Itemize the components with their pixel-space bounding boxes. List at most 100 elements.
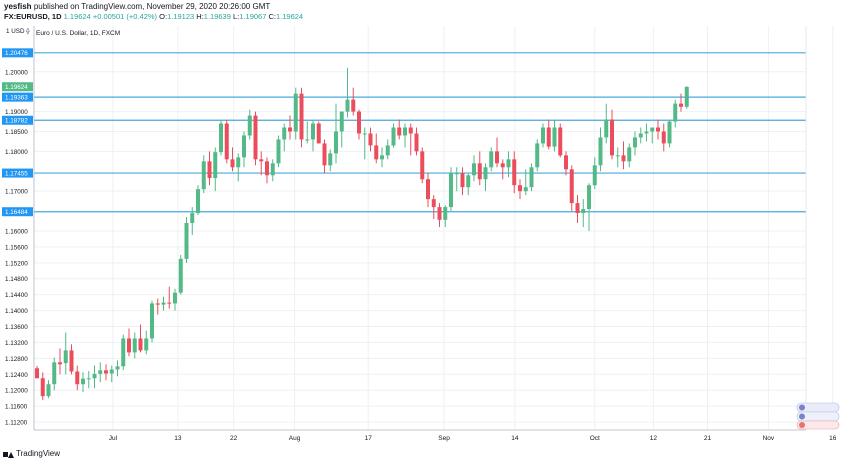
current-price-badge bbox=[2, 82, 33, 92]
candle bbox=[512, 151, 517, 194]
y-tick-label: 1.20000 bbox=[5, 69, 28, 76]
grid bbox=[34, 26, 834, 430]
candle-body bbox=[581, 209, 586, 214]
level-price-badge[interactable] bbox=[2, 207, 33, 217]
candle bbox=[35, 365, 39, 379]
candle-body bbox=[391, 127, 396, 146]
candle bbox=[414, 127, 419, 156]
level-price-badge[interactable] bbox=[2, 48, 33, 58]
candle bbox=[426, 173, 430, 208]
x-tick-label: Sep bbox=[438, 435, 450, 442]
candle-body bbox=[104, 370, 108, 374]
y-tick-label: 1.14400 bbox=[5, 292, 28, 299]
candle bbox=[569, 165, 574, 212]
x-tick-label: 17 bbox=[365, 435, 373, 442]
candle-body bbox=[305, 139, 310, 141]
candle bbox=[661, 123, 666, 152]
candle-body bbox=[523, 187, 528, 192]
candle-body bbox=[121, 338, 126, 367]
candle-body bbox=[265, 161, 269, 176]
candle-body bbox=[184, 223, 189, 259]
footer-brand[interactable]: TradingView bbox=[3, 449, 60, 459]
candle bbox=[236, 153, 241, 182]
level-price-badge[interactable] bbox=[2, 115, 33, 125]
candle-body bbox=[155, 303, 160, 305]
candle bbox=[75, 365, 80, 391]
candle bbox=[115, 360, 120, 377]
candle-body bbox=[397, 127, 402, 136]
candle bbox=[656, 119, 660, 140]
candle-body bbox=[207, 161, 212, 179]
ohlc-legend: FX:EURUSD, 1D 1.19624 +0.00501 (+0.42%) … bbox=[4, 12, 303, 22]
candle-body bbox=[81, 378, 85, 385]
x-tick-label: 21 bbox=[704, 435, 712, 442]
y-tick-label: 1.13200 bbox=[5, 340, 28, 347]
level-price-badge[interactable] bbox=[2, 92, 33, 102]
candle-body bbox=[345, 99, 350, 112]
level-price-badge[interactable] bbox=[2, 168, 33, 178]
candle-body bbox=[69, 350, 74, 372]
candle-body bbox=[431, 199, 436, 208]
candle bbox=[161, 296, 166, 311]
candle-body bbox=[564, 155, 568, 170]
candle-body bbox=[512, 159, 517, 186]
candle-body bbox=[109, 369, 114, 374]
candle-body bbox=[190, 213, 195, 224]
x-tick-label: 22 bbox=[230, 435, 238, 442]
candle-body bbox=[339, 111, 344, 132]
candle bbox=[293, 87, 298, 140]
candle bbox=[92, 365, 97, 389]
candle bbox=[627, 143, 632, 168]
candle bbox=[362, 127, 367, 160]
candle bbox=[322, 139, 327, 174]
low-label: L: bbox=[233, 12, 240, 21]
author-name[interactable]: yesfish bbox=[4, 2, 32, 11]
candle-body bbox=[679, 103, 683, 107]
candle bbox=[604, 103, 609, 144]
candle-body bbox=[46, 384, 51, 397]
candle bbox=[311, 119, 315, 152]
candle-body bbox=[610, 119, 614, 156]
candle bbox=[518, 179, 522, 200]
y-tick-label: 1.18500 bbox=[5, 129, 28, 136]
candle-body bbox=[598, 137, 603, 166]
candle bbox=[288, 115, 292, 140]
candle bbox=[316, 121, 321, 144]
candle-body bbox=[351, 99, 356, 112]
high-label: H: bbox=[196, 12, 204, 21]
candle-body bbox=[661, 131, 666, 144]
candle-body bbox=[368, 133, 373, 146]
x-tick-label: 12 bbox=[650, 435, 658, 442]
candle bbox=[167, 286, 172, 309]
current-price-label: 1.19624 bbox=[5, 84, 28, 91]
x-tick-label: 13 bbox=[174, 435, 182, 442]
candle bbox=[633, 131, 637, 156]
horizontal-levels[interactable] bbox=[34, 52, 806, 213]
candle bbox=[454, 167, 459, 192]
candle bbox=[121, 334, 126, 371]
candle bbox=[69, 344, 74, 375]
candle bbox=[276, 135, 281, 168]
candle bbox=[334, 103, 338, 164]
y-tick-label: 1.11200 bbox=[5, 420, 28, 427]
candle-body bbox=[288, 127, 292, 132]
candle-body bbox=[638, 133, 643, 138]
candle bbox=[667, 119, 672, 148]
candle-body bbox=[63, 350, 68, 364]
candle-body bbox=[282, 127, 287, 140]
candle-body bbox=[684, 86, 689, 107]
y-tick-label: 1.19000 bbox=[5, 109, 28, 116]
x-tick-label: Aug bbox=[289, 435, 301, 442]
candle-body bbox=[219, 123, 223, 153]
candle bbox=[178, 254, 183, 295]
candle-body bbox=[403, 127, 407, 136]
y-tick-label: 1.18000 bbox=[5, 149, 28, 156]
candle-body bbox=[466, 175, 471, 188]
level-price-label: 1.17455 bbox=[5, 170, 28, 177]
candle-body bbox=[546, 127, 551, 147]
candle-body bbox=[569, 169, 574, 204]
candle bbox=[684, 86, 689, 109]
candle bbox=[644, 123, 649, 142]
currency-label[interactable]: 1 USD ⟠ bbox=[6, 28, 29, 35]
